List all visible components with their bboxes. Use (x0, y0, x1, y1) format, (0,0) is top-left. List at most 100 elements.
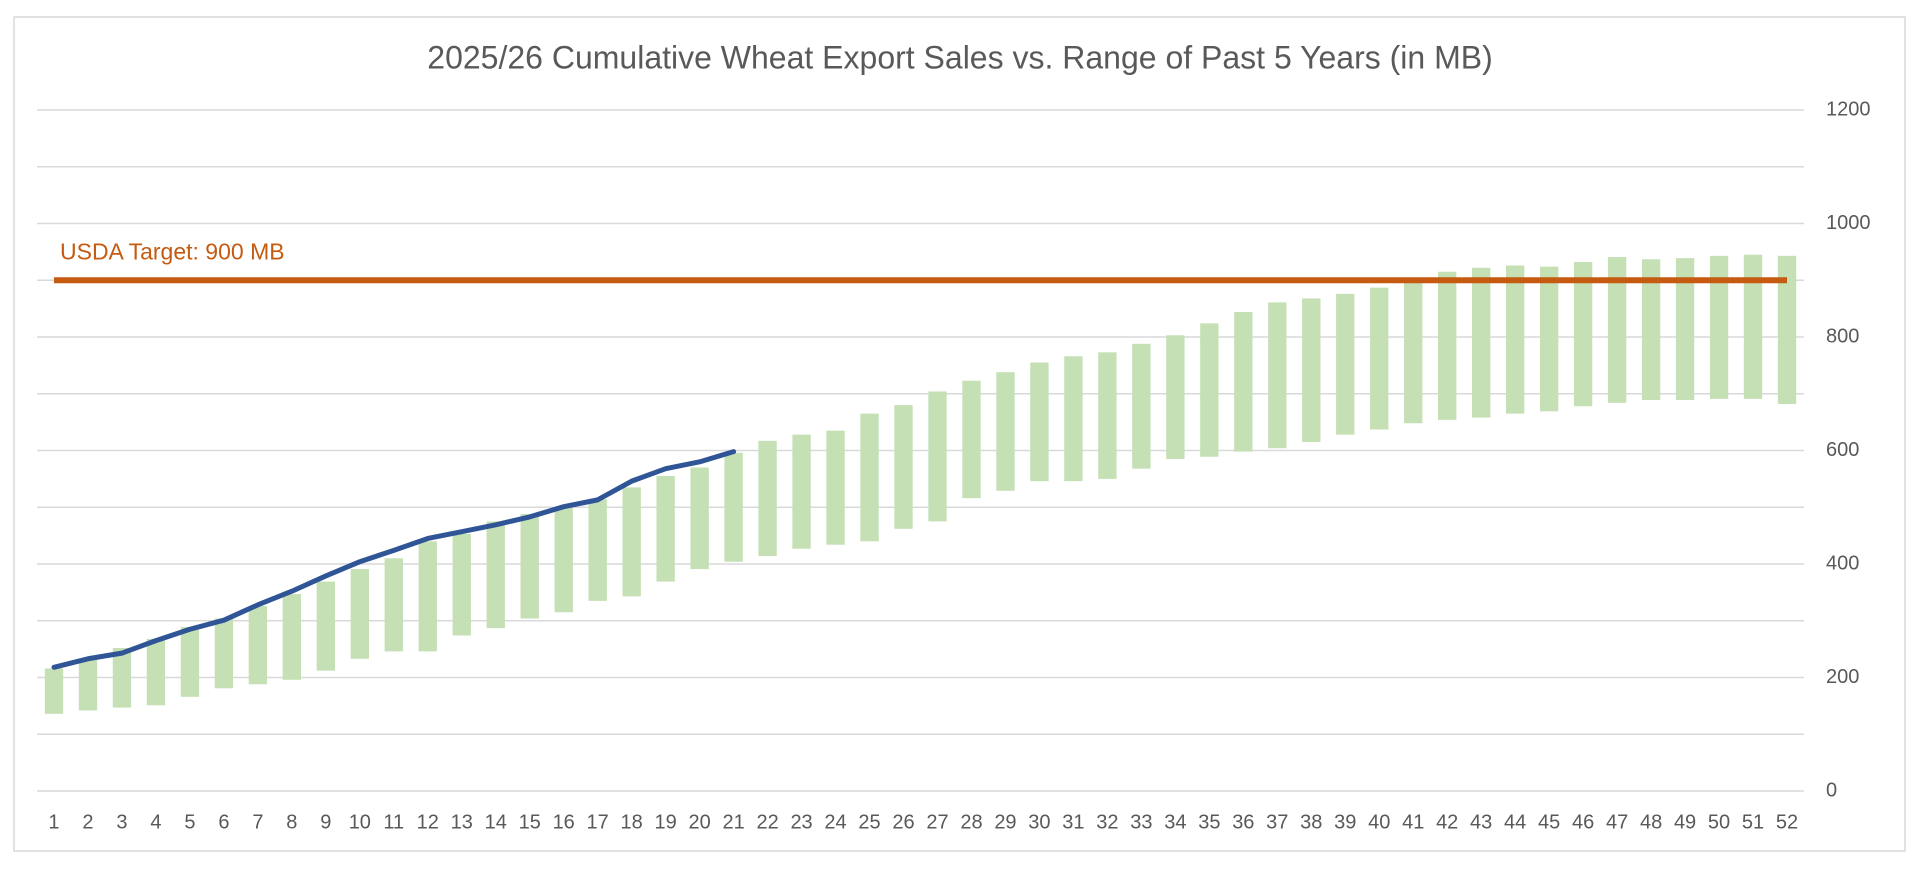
x-tick-label: 29 (994, 811, 1016, 833)
x-tick-label: 17 (587, 811, 609, 833)
range-bar (758, 440, 777, 557)
range-bar (1030, 362, 1049, 482)
x-tick-label: 6 (218, 811, 229, 833)
range-bar (690, 467, 709, 570)
x-tick-label: 45 (1538, 811, 1560, 833)
x-tick-label: 9 (320, 811, 331, 833)
x-tick-label: 51 (1742, 811, 1764, 833)
range-bar (826, 430, 845, 545)
x-tick-label: 35 (1198, 811, 1220, 833)
range-bar (1336, 293, 1355, 435)
range-bar (724, 452, 743, 562)
range-bar (1607, 256, 1627, 403)
x-tick-label: 15 (519, 811, 541, 833)
range-bar (1404, 281, 1423, 424)
y-tick-label: 600 (1826, 439, 1859, 461)
range-bar (554, 506, 573, 613)
y-tick-label: 400 (1826, 552, 1859, 574)
x-tick-label: 44 (1504, 811, 1526, 833)
y-tick-label: 800 (1826, 325, 1859, 347)
range-bar (1302, 298, 1321, 442)
range-bar (1438, 271, 1457, 420)
x-tick-label: 22 (756, 811, 778, 833)
range-bar (418, 541, 437, 652)
x-tick-label: 27 (926, 811, 948, 833)
target-label: USDA Target: 900 MB (60, 238, 285, 264)
x-tick-label: 49 (1674, 811, 1696, 833)
range-bar (1064, 356, 1083, 482)
range-bar (1539, 266, 1559, 412)
range-bar (1505, 265, 1525, 414)
range-bar (452, 533, 471, 636)
x-tick-label: 30 (1028, 811, 1050, 833)
x-tick-label: 41 (1402, 811, 1424, 833)
x-tick-label: 39 (1334, 811, 1356, 833)
x-tick-label: 18 (621, 811, 643, 833)
line-series (51, 449, 737, 670)
x-tick-label: 11 (383, 811, 404, 833)
range-bar (1777, 255, 1797, 404)
range-bar (146, 638, 166, 706)
chart-border (13, 16, 1906, 852)
x-tick-label: 40 (1368, 811, 1390, 833)
x-tick-label: 1 (48, 811, 59, 833)
x-tick-label: 21 (722, 811, 744, 833)
x-tick-label: 26 (892, 811, 914, 833)
x-tick-label: 33 (1130, 811, 1152, 833)
range-bar (1234, 312, 1253, 452)
x-tick-label: 28 (960, 811, 982, 833)
range-bar (350, 569, 369, 659)
range-bar (1098, 352, 1117, 479)
x-tick-label: 4 (150, 811, 161, 833)
x-tick-label: 14 (485, 811, 507, 833)
range-bar (962, 380, 981, 499)
range-bar (214, 618, 234, 689)
x-tick-label: 23 (790, 811, 812, 833)
x-tick-label: 7 (252, 811, 263, 833)
x-tick-label: 10 (349, 811, 371, 833)
range-bar (860, 413, 879, 542)
range-bar (282, 594, 302, 680)
range-bar (486, 521, 505, 629)
range-bar (622, 487, 641, 597)
range-bar (588, 499, 607, 601)
range-bar (1743, 254, 1763, 399)
x-tick-label: 32 (1096, 811, 1118, 833)
range-bar (894, 405, 913, 529)
x-tick-label: 20 (689, 811, 711, 833)
x-tick-label: 19 (655, 811, 677, 833)
range-bar (1268, 302, 1287, 449)
chart-title: 2025/26 Cumulative Wheat Export Sales vs… (427, 39, 1492, 75)
range-bar (1641, 259, 1661, 400)
range-bar (44, 668, 64, 714)
x-tick-label: 48 (1640, 811, 1662, 833)
y-tick-label: 1000 (1826, 212, 1871, 234)
x-tick-label: 12 (417, 811, 439, 833)
x-tick-label: 5 (184, 811, 195, 833)
x-tick-label: 37 (1266, 811, 1288, 833)
x-tick-label: 3 (116, 811, 127, 833)
range-bar (316, 581, 336, 671)
range-bar (112, 647, 132, 708)
x-tick-label: 31 (1062, 811, 1084, 833)
x-tick-label: 13 (451, 811, 473, 833)
range-bar (520, 514, 539, 619)
y-tick-label: 0 (1826, 779, 1837, 801)
x-tick-label: 50 (1708, 811, 1730, 833)
y-tick-label: 200 (1826, 666, 1859, 688)
range-bar (1472, 267, 1491, 418)
x-tick-label: 42 (1436, 811, 1458, 833)
range-bar (1132, 343, 1151, 469)
x-tick-label: 36 (1232, 811, 1254, 833)
range-bar (1200, 323, 1219, 457)
x-tick-label: 52 (1776, 811, 1798, 833)
range-bar (1573, 262, 1593, 407)
range-bar (1370, 287, 1389, 430)
x-tick-label: 47 (1606, 811, 1628, 833)
range-bar (384, 558, 403, 652)
range-bar (792, 434, 811, 549)
range-bar (248, 605, 268, 685)
x-tick-label: 38 (1300, 811, 1322, 833)
